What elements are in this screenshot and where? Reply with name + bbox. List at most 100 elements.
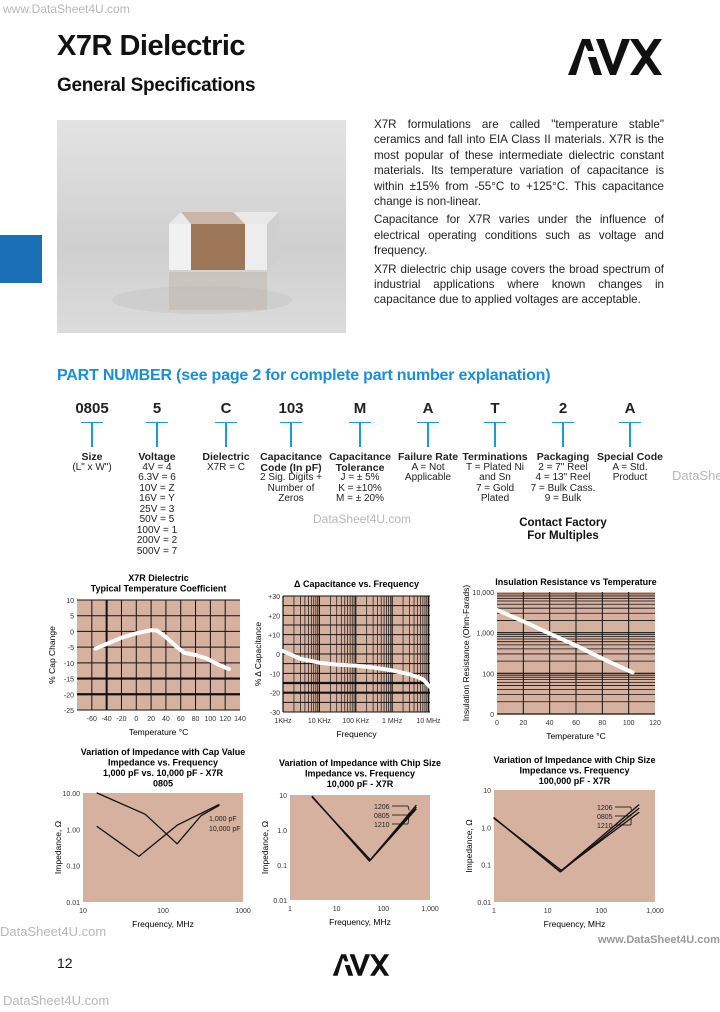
- x-tick-label: 10 KHz: [308, 718, 331, 725]
- part-option: T = Plated Ni: [466, 461, 524, 473]
- x-axis-label: Temperature °C: [546, 731, 606, 741]
- x-tick-label: -20: [116, 716, 126, 723]
- y-axis-label: Insulation Resistance (Ohm-Farads): [461, 585, 471, 722]
- x-tick-label: 60: [177, 716, 185, 723]
- y-tick-label: 0.01: [477, 900, 491, 907]
- leader-line: [407, 805, 410, 811]
- chart-title: Δ Capacitance vs. Frequency: [294, 579, 419, 589]
- x-tick-label: 1: [288, 906, 292, 913]
- series-label: 1206: [374, 804, 390, 811]
- y-tick-label: -5: [68, 645, 74, 652]
- part-bracket: [619, 422, 641, 447]
- part-option: Number of: [267, 482, 315, 494]
- series-line: [96, 803, 220, 858]
- part-option: Plated: [480, 493, 510, 504]
- y-tick-label: 0.1: [481, 863, 491, 870]
- x-tick-label: 40: [162, 716, 170, 723]
- part-field: 2 Packaging 2 = 7" Reel 4 = 13" Reel 7 = Bu…: [518, 400, 608, 505]
- x-tick-label: 1: [492, 908, 496, 915]
- part-field: M Capacitance Tolerance J = ± 5% K = ±10% M…: [315, 401, 405, 505]
- y-tick-label: -20: [64, 692, 74, 699]
- chart-title: Impedance vs. Frequency: [519, 766, 629, 776]
- part-option: A = Std.: [612, 461, 648, 473]
- part-option: 500V = 7: [136, 545, 178, 557]
- part-code: 2: [558, 400, 568, 417]
- y-tick-label: -10: [64, 661, 74, 668]
- series-line: [495, 608, 635, 675]
- page-subtitle: General Specifications: [57, 75, 256, 96]
- x-axis-label: Frequency, MHz: [329, 917, 391, 927]
- part-option: Product: [612, 472, 648, 483]
- y-tick-label: 5: [70, 614, 74, 621]
- chart-title: Variation of Impedance with Cap Value: [81, 747, 246, 757]
- part-number-heading: PART NUMBER (see page 2 for complete par…: [57, 367, 551, 384]
- x-tick-label: -40: [102, 716, 112, 723]
- part-bracket: [81, 422, 103, 447]
- part-bracket: [552, 422, 574, 447]
- y-tick-label: 1.0: [481, 825, 491, 832]
- y-tick-label: 10: [483, 788, 491, 795]
- part-bracket: [280, 422, 302, 447]
- y-axis-label: Impedance, Ω: [260, 821, 270, 874]
- series-label: 1210: [597, 823, 613, 830]
- part-label: Packaging: [536, 451, 590, 463]
- x-tick-label: 20: [147, 716, 155, 723]
- series-label: 1210: [374, 822, 390, 829]
- y-tick-label: 1.00: [66, 827, 80, 834]
- y-axis-label: Impedance, Ω: [464, 819, 474, 872]
- x-axis-label: Frequency, MHz: [544, 919, 606, 929]
- part-code: 0805: [75, 400, 109, 417]
- part-option: 16V = Y: [139, 493, 175, 504]
- y-tick-label: 0.01: [66, 900, 80, 907]
- series-label: 1206: [597, 805, 613, 812]
- y-tick-label: +20: [268, 613, 280, 620]
- part-label: Terminations: [462, 451, 528, 463]
- part-option: and Sn: [479, 472, 511, 483]
- part-code: C: [220, 400, 232, 417]
- y-tick-label: 0: [276, 652, 280, 659]
- part-field: A Failure Rate A = Not Applicable: [383, 401, 473, 484]
- y-tick-label: 10,000: [473, 590, 495, 597]
- x-tick-label: 1000: [235, 908, 251, 915]
- part-option: 2 = 7" Reel: [538, 461, 588, 473]
- part-option: 7 = Gold: [475, 482, 515, 494]
- part-label: Size: [81, 451, 103, 463]
- x-tick-label: 10: [79, 908, 87, 915]
- part-label: Special Code: [597, 451, 663, 463]
- page-title: X7R Dielectric: [57, 30, 246, 62]
- part-label: Voltage: [138, 451, 176, 463]
- part-option: Zeros: [278, 493, 304, 504]
- chart-title: 1,000 pF vs. 10,000 pF - X7R: [103, 768, 224, 778]
- part-option: 4 = 13" Reel: [535, 472, 591, 483]
- y-tick-label: 0.1: [277, 863, 287, 870]
- chart-title: X7R Dielectric: [128, 573, 189, 583]
- y-tick-label: 1,000: [476, 631, 494, 638]
- y-tick-label: -25: [64, 708, 74, 715]
- x-tick-label: 1,000: [421, 906, 439, 913]
- series-line: [493, 811, 640, 872]
- part-option: J = ± 5%: [340, 472, 380, 483]
- part-code: A: [624, 400, 636, 417]
- x-tick-label: 80: [192, 716, 200, 723]
- intro-paragraph: X7R formulations are called "temperature…: [374, 118, 664, 209]
- contact-note: Contact Factory For Multiples: [519, 517, 607, 542]
- part-label: Capacitance Code (In pF): [260, 451, 322, 474]
- x-tick-label: 1,000: [646, 908, 664, 915]
- y-axis-label: % Cap Change: [47, 626, 57, 684]
- chart-title: Typical Temperature Coefficient: [91, 584, 227, 594]
- part-field: 5 Voltage 4V = 4 6.3V = 6 10V = Z 16V = Y 25V…: [112, 401, 202, 557]
- part-bracket: [484, 422, 506, 447]
- part-option: Applicable: [404, 472, 452, 483]
- plot-area: [83, 793, 243, 902]
- x-tick-label: 60: [572, 720, 580, 727]
- chip-capacitor-image: [112, 212, 292, 314]
- part-bracket: [417, 422, 439, 447]
- y-tick-label: 1.0: [277, 828, 287, 835]
- y-tick-label: 0.10: [66, 864, 80, 871]
- series-label: 1,000 pF: [209, 816, 237, 823]
- y-tick-label: -30: [270, 710, 280, 717]
- avx-logo: [568, 39, 662, 75]
- part-field: A Special Code A = Std. Product: [585, 400, 675, 484]
- x-tick-label: 10 MHz: [416, 718, 441, 725]
